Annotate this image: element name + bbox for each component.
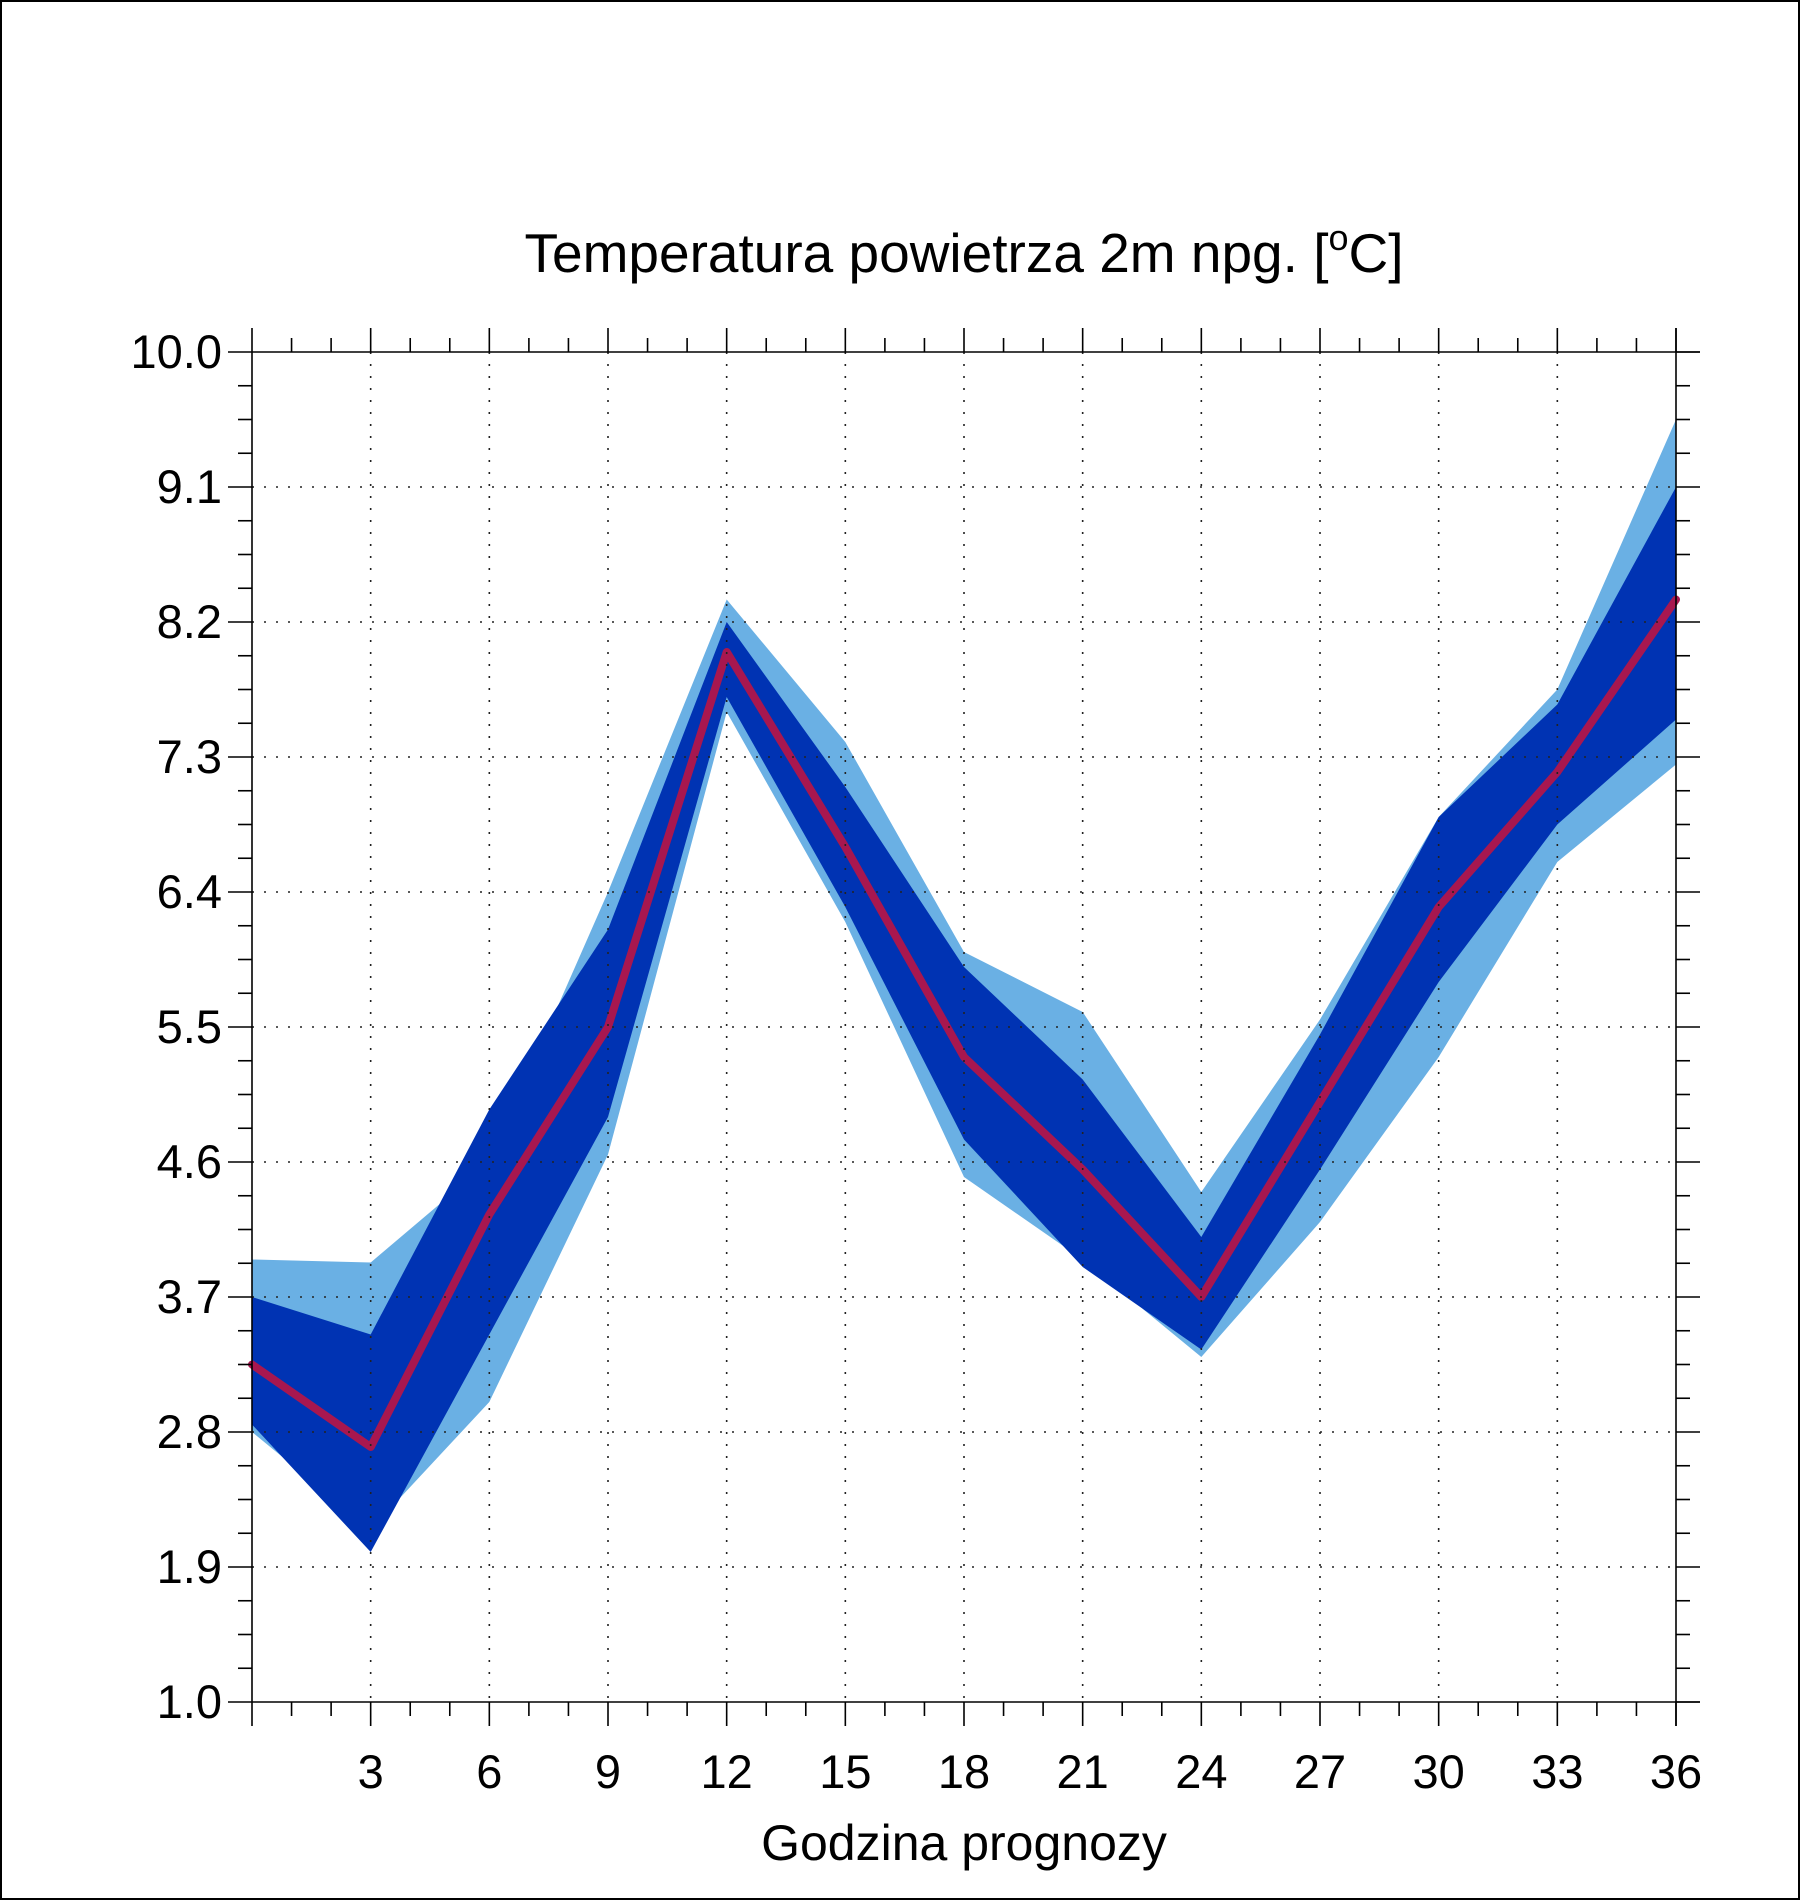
y-tick-label: 7.3 — [157, 730, 222, 783]
x-tick-label: 27 — [1294, 1745, 1346, 1798]
y-tick-label: 2.8 — [157, 1405, 222, 1458]
y-tick-label: 1.0 — [157, 1675, 222, 1728]
inner-band — [252, 487, 1676, 1552]
y-tick-label: 1.9 — [157, 1540, 222, 1593]
median-layer — [248, 595, 1680, 1451]
x-tick-labels: 3 6 9 12 15 18 21 24 27 30 33 36 — [358, 1745, 1703, 1798]
axes-layer — [228, 328, 1700, 1726]
x-tick-label: 3 — [358, 1745, 384, 1798]
x-tick-label: 30 — [1413, 1745, 1465, 1798]
x-tick-label: 24 — [1175, 1745, 1227, 1798]
x-tick-label: 33 — [1531, 1745, 1583, 1798]
median-line — [248, 595, 1680, 1451]
y-tick-label: 10.0 — [131, 325, 222, 378]
x-tick-label: 18 — [938, 1745, 990, 1798]
x-axis-label: Godzina prognozy — [761, 1815, 1167, 1871]
inner-band-layer — [252, 487, 1676, 1552]
x-tick-label: 36 — [1650, 1745, 1702, 1798]
x-tick-label: 15 — [819, 1745, 871, 1798]
y-tick-label: 5.5 — [157, 1000, 222, 1053]
y-tick-label: 3.7 — [157, 1270, 222, 1323]
x-tick-label: 9 — [595, 1745, 621, 1798]
y-tick-label: 9.1 — [157, 460, 222, 513]
y-tick-label: 8.2 — [157, 595, 222, 648]
x-tick-label: 12 — [701, 1745, 753, 1798]
chart-title: Temperatura powietrza 2m npg. [oC] — [524, 217, 1403, 284]
y-tick-label: 4.6 — [157, 1135, 222, 1188]
x-tick-label: 6 — [476, 1745, 502, 1798]
y-tick-label: 6.4 — [157, 865, 222, 918]
x-tick-label: 21 — [1057, 1745, 1109, 1798]
y-tick-labels: 1.0 1.9 2.8 3.7 4.6 5.5 6.4 7.3 8.2 9.1 10.0 — [131, 325, 222, 1728]
